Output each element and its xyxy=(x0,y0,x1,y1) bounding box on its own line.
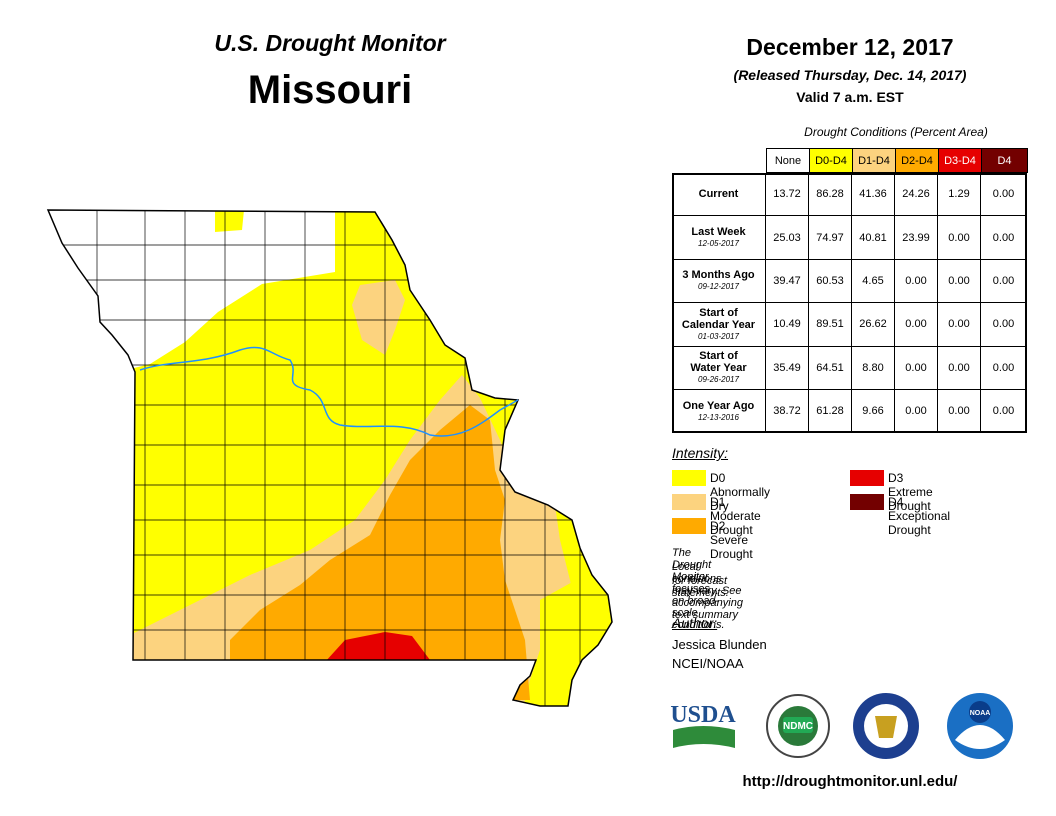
column-header: D0-D4 xyxy=(809,148,853,173)
row-label-line: Water Year xyxy=(690,362,747,375)
table-cell: 0.00 xyxy=(938,303,981,347)
row-label-line: Current xyxy=(698,188,739,201)
date: December 12, 2017 xyxy=(746,34,954,60)
legend-label: D1 Moderate Drought xyxy=(710,495,761,537)
table-cell: 0.00 xyxy=(981,259,1027,304)
note-line: Local conditions may vary. See accompany… xyxy=(672,561,743,621)
table-cell: 25.03 xyxy=(766,216,809,260)
state-name: Missouri xyxy=(247,68,413,112)
author-name: Jessica Blunden xyxy=(672,637,767,652)
note-line: for forecast statements. xyxy=(672,575,729,599)
row-label: One Year Ago 12-13-2016 xyxy=(672,390,766,434)
logo-ndmc: NDMC xyxy=(783,721,813,732)
author-label: Author: xyxy=(672,615,718,631)
column-header: D4 xyxy=(981,148,1028,173)
table-cell: 26.62 xyxy=(852,303,895,347)
url: http://droughtmonitor.unl.edu/ xyxy=(742,773,958,790)
table-cell: 4.65 xyxy=(852,259,895,304)
logo-noaa: NOAA xyxy=(970,710,991,717)
legend-swatch xyxy=(850,494,884,510)
table-cell: 0.00 xyxy=(895,390,938,434)
table-cell: 10.49 xyxy=(766,303,809,347)
column-header: D2-D4 xyxy=(895,148,939,173)
row-date: 09-26-2017 xyxy=(698,375,739,385)
logo-shape xyxy=(969,701,991,723)
table-cell: 0.00 xyxy=(938,259,981,304)
row-label: Start of Calendar Year 01-03-2017 xyxy=(672,303,766,347)
column-header: D1-D4 xyxy=(852,148,896,173)
table-cell: 64.51 xyxy=(809,346,852,390)
row-label-line: Last Week xyxy=(691,226,746,239)
table-cell: 0.00 xyxy=(938,390,981,434)
legend-swatch xyxy=(672,494,706,510)
table-cell: 23.99 xyxy=(895,216,938,260)
table-cell: 0.00 xyxy=(981,173,1027,217)
row-label-line: Start of xyxy=(699,350,738,363)
valid-time: Valid 7 a.m. EST xyxy=(796,89,904,105)
row-date: 09-12-2017 xyxy=(698,282,739,292)
row-label-line: One Year Ago xyxy=(682,399,755,412)
table-cell: 0.00 xyxy=(938,346,981,390)
legend-title: Intensity: xyxy=(672,445,729,461)
legend-swatch xyxy=(672,518,706,534)
table-cell: 9.66 xyxy=(852,390,895,434)
table-cell: 38.72 xyxy=(766,390,809,434)
table-cell: 89.51 xyxy=(809,303,852,347)
legend-swatch xyxy=(850,470,884,486)
row-label-line: Calendar Year xyxy=(681,318,756,331)
legend-label: D3 Extreme Drought xyxy=(888,471,933,513)
row-date: 12-13-2016 xyxy=(698,412,739,422)
released: (Released Thursday, Dec. 14, 2017) xyxy=(733,67,967,83)
row-label-line: 3 Months Ago xyxy=(682,269,755,282)
table-cell: 0.00 xyxy=(981,303,1027,347)
table-cell: 41.36 xyxy=(852,173,895,217)
table-cell: 0.00 xyxy=(895,346,938,390)
row-label: Start of Water Year 09-26-2017 xyxy=(672,346,766,390)
river xyxy=(139,346,519,437)
table-cell: 0.00 xyxy=(895,303,938,347)
county-lines xyxy=(48,210,612,706)
legend-swatch xyxy=(672,470,706,486)
author-org: NCEI/NOAA xyxy=(672,656,744,671)
column-header: D3-D4 xyxy=(938,148,982,173)
note-line: The Drought Monitor focuses on broad-sca… xyxy=(672,547,725,631)
legend-label: D0 Abnormally Dry xyxy=(710,471,771,513)
logo-shape xyxy=(955,725,1005,749)
legend-label: D4 Exceptional Drought xyxy=(888,495,951,537)
table-cell: 24.26 xyxy=(895,173,938,217)
table-cell: 61.28 xyxy=(809,390,852,434)
table-cell: 40.81 xyxy=(852,216,895,260)
logo-shape xyxy=(875,716,897,738)
row-label-line: Start of xyxy=(699,306,738,319)
table-cell: 0.00 xyxy=(895,259,938,304)
logo-shape xyxy=(783,717,813,733)
legend-label: D2 Severe Drought xyxy=(710,519,753,561)
logo-usda: USDA xyxy=(670,702,736,728)
row-label: 3 Months Ago 09-12-2017 xyxy=(672,259,766,304)
table-cell: 13.72 xyxy=(766,173,809,217)
table-caption: Drought Conditions (Percent Area) xyxy=(804,125,988,139)
table-cell: 74.97 xyxy=(809,216,852,260)
table-cell: 35.49 xyxy=(766,346,809,390)
logos: USDA NDMC NOAA xyxy=(670,693,1013,759)
table-cell: 0.00 xyxy=(981,216,1027,260)
table-cell: 8.80 xyxy=(852,346,895,390)
table-cell: 0.00 xyxy=(938,216,981,260)
row-label: Current xyxy=(672,173,766,217)
table-cell: 60.53 xyxy=(809,259,852,304)
table-cell: 86.28 xyxy=(809,173,852,217)
row-date: 12-05-2017 xyxy=(698,239,739,249)
title: U.S. Drought Monitor xyxy=(214,30,446,56)
table-cell: 0.00 xyxy=(981,390,1027,434)
table-cell: 0.00 xyxy=(981,346,1027,390)
row-date: 01-03-2017 xyxy=(698,331,739,341)
table-cell: 1.29 xyxy=(938,173,981,217)
column-header: None xyxy=(766,148,810,173)
map xyxy=(47,209,613,707)
row-label: Last Week 12-05-2017 xyxy=(672,216,766,260)
table-cell: 39.47 xyxy=(766,259,809,304)
logo-shape xyxy=(673,726,735,748)
